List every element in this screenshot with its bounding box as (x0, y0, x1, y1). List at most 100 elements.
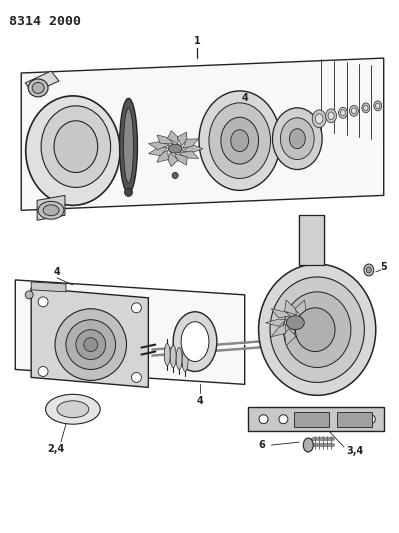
Ellipse shape (176, 348, 182, 369)
Polygon shape (182, 144, 203, 153)
Polygon shape (179, 151, 199, 158)
Ellipse shape (28, 79, 48, 97)
Ellipse shape (173, 312, 217, 372)
Ellipse shape (362, 103, 370, 113)
Ellipse shape (120, 99, 137, 193)
Ellipse shape (132, 373, 141, 382)
Ellipse shape (57, 401, 89, 418)
Ellipse shape (172, 173, 178, 179)
Text: 8314 2000: 8314 2000 (9, 15, 81, 28)
Ellipse shape (124, 108, 133, 183)
Text: 2,4: 2,4 (47, 444, 65, 454)
Polygon shape (25, 71, 59, 93)
Polygon shape (284, 329, 296, 345)
Ellipse shape (164, 344, 170, 366)
Text: 5: 5 (380, 262, 387, 272)
Ellipse shape (199, 91, 280, 190)
Ellipse shape (41, 106, 111, 188)
Polygon shape (305, 309, 320, 321)
Ellipse shape (259, 415, 268, 424)
Ellipse shape (38, 367, 48, 376)
Polygon shape (31, 288, 148, 387)
Ellipse shape (259, 264, 376, 395)
Polygon shape (175, 154, 187, 165)
Text: 1: 1 (194, 36, 200, 46)
Polygon shape (337, 412, 372, 427)
Ellipse shape (303, 438, 313, 452)
Ellipse shape (43, 205, 59, 216)
Ellipse shape (270, 277, 364, 382)
Ellipse shape (363, 105, 368, 110)
Polygon shape (294, 330, 306, 345)
Ellipse shape (132, 303, 141, 313)
Ellipse shape (280, 118, 314, 159)
Ellipse shape (286, 316, 304, 330)
Polygon shape (299, 215, 324, 265)
Text: 4: 4 (241, 93, 248, 103)
Polygon shape (294, 412, 329, 427)
Ellipse shape (350, 106, 358, 116)
Ellipse shape (84, 337, 98, 352)
Ellipse shape (170, 345, 176, 367)
Ellipse shape (181, 322, 209, 361)
Ellipse shape (279, 415, 288, 424)
Ellipse shape (326, 109, 336, 123)
Text: 4: 4 (53, 267, 60, 277)
Ellipse shape (25, 291, 33, 299)
Polygon shape (148, 142, 170, 150)
Ellipse shape (209, 103, 271, 179)
Ellipse shape (26, 96, 120, 205)
Polygon shape (295, 300, 306, 317)
Ellipse shape (45, 394, 100, 424)
Ellipse shape (315, 114, 323, 124)
Polygon shape (248, 407, 384, 431)
Ellipse shape (221, 117, 259, 164)
Ellipse shape (366, 267, 371, 273)
Ellipse shape (32, 83, 44, 93)
Text: 4: 4 (197, 397, 203, 406)
Polygon shape (304, 319, 325, 326)
Polygon shape (271, 309, 290, 318)
Ellipse shape (364, 264, 374, 276)
Ellipse shape (54, 121, 98, 173)
Polygon shape (157, 135, 174, 143)
Polygon shape (37, 196, 65, 220)
Polygon shape (31, 282, 66, 292)
Text: 3,4: 3,4 (346, 446, 363, 456)
Ellipse shape (55, 309, 126, 381)
Polygon shape (148, 148, 168, 156)
Ellipse shape (328, 112, 334, 119)
Polygon shape (266, 319, 286, 326)
Polygon shape (300, 327, 320, 337)
Ellipse shape (366, 415, 375, 424)
Ellipse shape (182, 350, 188, 372)
Polygon shape (15, 280, 245, 384)
Polygon shape (168, 131, 178, 144)
Ellipse shape (66, 320, 116, 369)
Ellipse shape (38, 201, 64, 219)
Polygon shape (183, 139, 199, 148)
Text: 6: 6 (258, 440, 265, 450)
Polygon shape (157, 150, 168, 163)
Ellipse shape (231, 130, 249, 151)
Ellipse shape (168, 144, 182, 153)
Ellipse shape (295, 308, 335, 352)
Polygon shape (168, 153, 178, 166)
Ellipse shape (124, 188, 132, 196)
Ellipse shape (352, 108, 356, 114)
Polygon shape (284, 300, 296, 315)
Ellipse shape (273, 108, 322, 169)
Ellipse shape (76, 330, 106, 360)
Ellipse shape (283, 292, 351, 367)
Ellipse shape (374, 101, 382, 111)
Polygon shape (177, 132, 187, 146)
Ellipse shape (312, 110, 326, 128)
Ellipse shape (338, 107, 348, 118)
Polygon shape (21, 58, 384, 211)
Ellipse shape (342, 415, 352, 424)
Ellipse shape (38, 297, 48, 307)
Ellipse shape (340, 110, 346, 116)
Ellipse shape (289, 129, 305, 149)
Polygon shape (271, 325, 286, 337)
Ellipse shape (375, 103, 380, 109)
